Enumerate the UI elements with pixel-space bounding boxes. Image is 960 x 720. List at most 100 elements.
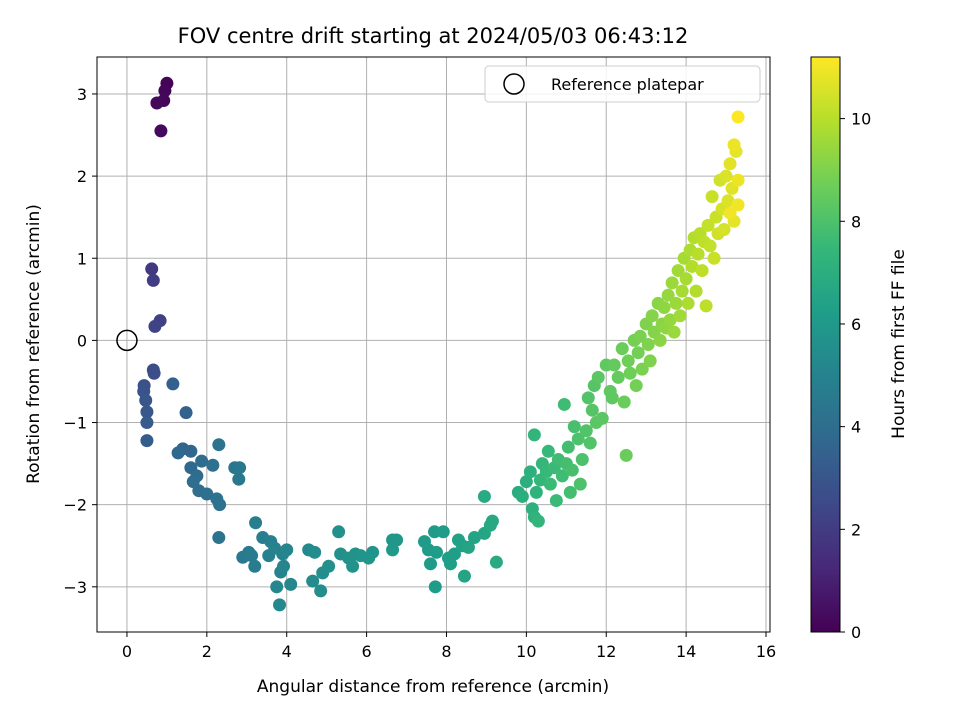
x-tick-label: 4 bbox=[282, 642, 292, 661]
data-point bbox=[575, 453, 589, 466]
data-point bbox=[428, 580, 442, 594]
data-point bbox=[667, 325, 681, 339]
legend-box bbox=[484, 65, 761, 103]
colorbar-label: Hours from first FF file bbox=[889, 249, 909, 439]
data-point bbox=[233, 461, 247, 475]
data-point bbox=[527, 428, 541, 442]
data-point bbox=[139, 393, 153, 407]
data-point bbox=[669, 296, 683, 310]
data-point bbox=[701, 218, 715, 232]
data-point bbox=[146, 273, 160, 287]
x-tick-label: 16 bbox=[756, 642, 776, 661]
data-point bbox=[719, 169, 733, 183]
data-point bbox=[424, 557, 438, 571]
data-point bbox=[581, 391, 595, 405]
data-point bbox=[731, 110, 745, 124]
data-point bbox=[611, 370, 625, 384]
data-point bbox=[685, 259, 699, 273]
x-tick-label: 14 bbox=[676, 642, 696, 661]
data-point bbox=[306, 574, 320, 588]
data-point bbox=[140, 416, 154, 430]
x-tick-label: 2 bbox=[202, 642, 212, 661]
data-point bbox=[557, 397, 571, 411]
data-point bbox=[573, 477, 587, 491]
y-axis-label: Rotation from reference (arcmin) bbox=[24, 204, 44, 484]
y-tick-label: 0 bbox=[77, 331, 87, 350]
legend-entry-label: Reference platepar bbox=[551, 75, 704, 94]
data-point bbox=[461, 540, 475, 554]
y-axis-ticks: −3 −2 −1 0 1 2 3 bbox=[63, 85, 97, 597]
data-point bbox=[585, 403, 599, 417]
data-point bbox=[567, 420, 581, 434]
y-tick-label: 2 bbox=[77, 167, 87, 186]
data-point bbox=[641, 338, 655, 351]
data-point bbox=[721, 194, 735, 208]
data-point bbox=[158, 84, 172, 98]
data-point bbox=[555, 469, 569, 483]
data-point bbox=[591, 370, 605, 384]
data-point bbox=[148, 319, 162, 333]
data-point bbox=[140, 434, 154, 448]
data-point bbox=[579, 424, 593, 438]
colorbar: 0 2 4 6 8 10 Hours from first FF file bbox=[810, 56, 909, 642]
data-point bbox=[332, 525, 346, 539]
data-point bbox=[623, 366, 637, 380]
colorbar-ticks: 0 2 4 6 8 10 bbox=[840, 110, 871, 642]
colorbar-tick-label: 0 bbox=[851, 623, 861, 642]
legend: Reference platepar bbox=[484, 65, 761, 103]
data-point bbox=[150, 96, 164, 110]
data-point bbox=[703, 239, 717, 253]
data-point bbox=[245, 549, 259, 563]
data-point bbox=[280, 543, 294, 557]
y-tick-label: 3 bbox=[77, 85, 87, 104]
data-point bbox=[147, 366, 161, 380]
data-point bbox=[619, 448, 633, 462]
data-point bbox=[308, 545, 322, 559]
colorbar-tick-label: 4 bbox=[851, 418, 861, 437]
data-point bbox=[390, 533, 404, 547]
data-point bbox=[154, 124, 168, 138]
data-point bbox=[249, 516, 263, 530]
data-point bbox=[366, 545, 380, 559]
data-point bbox=[561, 440, 575, 454]
reference-platepar-marker bbox=[116, 329, 138, 352]
data-point bbox=[212, 438, 226, 452]
data-point bbox=[571, 432, 585, 446]
data-point bbox=[673, 309, 687, 323]
data-point bbox=[386, 543, 400, 557]
data-point bbox=[631, 346, 645, 360]
data-point bbox=[248, 559, 262, 573]
data-point bbox=[543, 477, 557, 491]
data-point bbox=[565, 463, 579, 477]
y-tick-label: −3 bbox=[63, 578, 87, 597]
data-point bbox=[184, 444, 198, 458]
data-point bbox=[529, 485, 543, 499]
data-point bbox=[232, 472, 246, 486]
x-axis-label: Angular distance from reference (arcmin) bbox=[257, 677, 609, 697]
data-point bbox=[633, 329, 647, 343]
data-point bbox=[681, 296, 695, 310]
data-point bbox=[515, 489, 529, 503]
data-points bbox=[137, 76, 745, 612]
y-tick-label: 1 bbox=[77, 249, 87, 268]
data-point bbox=[277, 559, 291, 573]
data-point bbox=[653, 333, 667, 347]
data-point bbox=[523, 465, 537, 479]
data-point bbox=[689, 284, 703, 298]
data-point bbox=[675, 284, 689, 298]
data-point bbox=[665, 276, 679, 290]
colorbar-gradient bbox=[810, 56, 841, 633]
data-point bbox=[485, 514, 499, 528]
x-tick-label: 6 bbox=[362, 642, 372, 661]
data-point bbox=[645, 309, 659, 323]
data-point bbox=[663, 313, 677, 327]
data-point bbox=[695, 264, 709, 278]
data-point bbox=[195, 454, 209, 468]
data-point bbox=[705, 190, 719, 204]
data-point bbox=[467, 531, 481, 545]
data-point bbox=[179, 406, 193, 420]
data-point bbox=[457, 569, 471, 583]
x-tick-label: 12 bbox=[596, 642, 616, 661]
data-point bbox=[661, 288, 675, 302]
